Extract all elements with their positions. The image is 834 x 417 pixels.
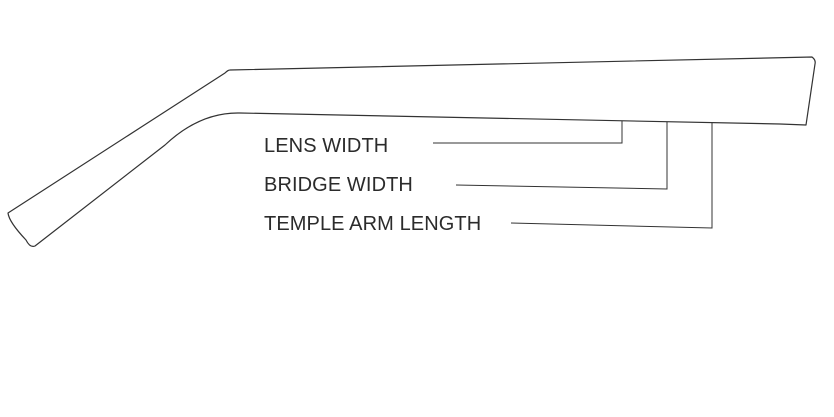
lens-width-leader-line [433, 121, 623, 144]
temple-arm-outline [7, 56, 816, 247]
temple-arm-length-label: TEMPLE ARM LENGTH [264, 213, 482, 235]
bridge-width-leader-line [455, 122, 668, 190]
bridge-width-label: BRIDGE WIDTH [264, 174, 413, 196]
lens-width-label: LENS WIDTH [264, 135, 389, 157]
temple-arm-length-leader-line [510, 123, 713, 229]
